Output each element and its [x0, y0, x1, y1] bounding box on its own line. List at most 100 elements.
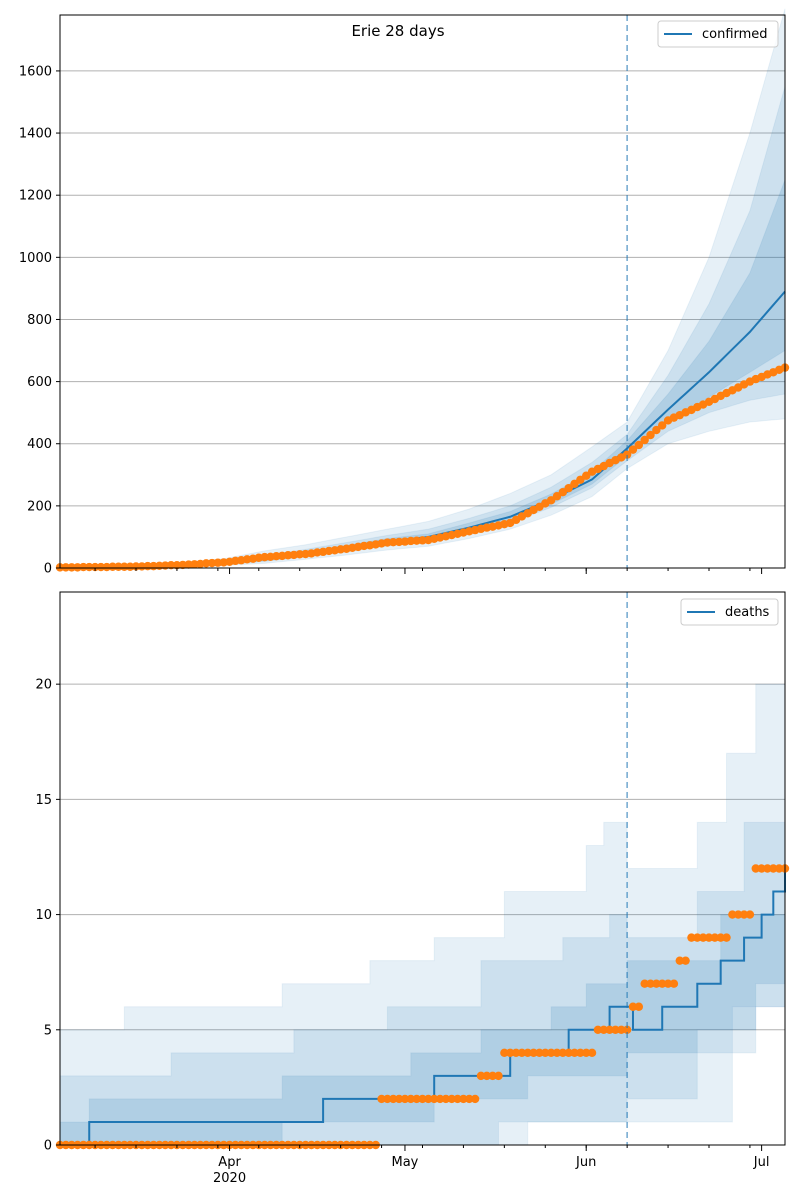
- confirmed-observed-point: 2020-06-09: 381: [628, 445, 638, 454]
- confirmed-observed-point: 2020-05-31: 284: [576, 475, 585, 484]
- deaths-y-tick-label: 20: [35, 678, 52, 693]
- deaths-observed-point: 2020-05-31: 4: [576, 1048, 585, 1058]
- confirmed-legend-label: confirmed: [702, 27, 768, 42]
- deaths-observed-point: 2020-06-05: 5: [605, 1025, 614, 1034]
- deaths-series: [60, 868, 786, 1146]
- confirmed-observed-point: 2020-06-11: 412: [640, 435, 649, 445]
- deaths-observed-point: 2020-07-03: 12: [769, 864, 778, 873]
- confirmed-gridlines: [60, 70, 785, 507]
- deaths-model-line: [60, 868, 786, 1146]
- deaths-observed-point: 2020-07-02: 12: [763, 864, 772, 873]
- confirmed-observed-point: 2020-03-22: 9: [166, 561, 176, 570]
- deaths-x-tick-label: Apr: [218, 1155, 241, 1170]
- deaths-observed-point: 2020-05-05: 2: [424, 1094, 433, 1104]
- deaths-observed-point: 2020-05-06: 2: [429, 1094, 439, 1104]
- deaths-observed-point: 2020-05-08: 2: [441, 1094, 451, 1104]
- confirmed-observed-point: 2020-06-14: 459: [658, 421, 667, 430]
- deaths-observed-point: 2020-06-06: 5: [611, 1025, 620, 1034]
- deaths-observed-point: 2020-06-22: 9: [704, 933, 714, 942]
- confirmed-y-axis: 0 200 400 600 800 1000 1200 1400 1600: [19, 64, 60, 577]
- deaths-observed-point: 2020-06-09: 6: [628, 1002, 638, 1011]
- deaths-observed-point: 2020-07-01: 12: [757, 864, 766, 873]
- deaths-observed-point: 2020-04-27: 2: [377, 1094, 386, 1104]
- confirmed-observed-point: 2020-03-14: 4: [120, 562, 129, 571]
- deaths-observed-point: 2020-05-19: 4: [506, 1048, 515, 1058]
- confirmed-observed-point: 2020-03-12: 4: [108, 562, 117, 571]
- confirmed-y-tick-label: 1400: [19, 127, 52, 142]
- confirmed-observed-points: 2020-03-03: 22020-03-04: 22020-03-05: 22…: [55, 363, 790, 572]
- deaths-observed-point: 2020-06-18: 8: [681, 956, 690, 965]
- confirmed-observed-point: 2020-03-09: 3: [90, 562, 100, 572]
- deaths-observed-point: 2020-05-20: 4: [511, 1048, 521, 1058]
- confirmed-observed-point: 2020-05-29: 257: [564, 483, 573, 493]
- deaths-legend-label: deaths: [725, 605, 770, 620]
- deaths-observed-point: 2020-06-24: 9: [716, 933, 725, 942]
- confirmed-observed-point: 2020-06-01: 297: [582, 471, 591, 480]
- deaths-observed-point: 2020-06-28: 10: [739, 910, 749, 919]
- confirmed-observed-point: 2020-05-27: 231: [552, 492, 562, 501]
- deaths-observed-point: 2020-05-17: 3: [494, 1071, 503, 1081]
- deaths-observed-point: 2020-05-09: 2: [447, 1094, 456, 1104]
- deaths-observed-point: 2020-06-15: 7: [663, 979, 673, 988]
- deaths-observed-point: 2020-06-11: 7: [640, 979, 649, 988]
- deaths-observed-point: 2020-05-07: 2: [435, 1094, 445, 1104]
- confirmed-y-tick-label: 1600: [19, 64, 52, 79]
- deaths-observed-point: 2020-06-10: 6: [634, 1002, 644, 1011]
- deaths-observed-point: 2020-05-12: 2: [465, 1094, 474, 1104]
- deaths-y-tick-label: 5: [44, 1023, 52, 1038]
- confirmed-y-tick-label: 1200: [19, 189, 52, 204]
- deaths-observed-point: 2020-06-20: 9: [693, 933, 702, 942]
- deaths-observed-point: 2020-05-01: 2: [400, 1094, 410, 1104]
- deaths-observed-point: 2020-05-22: 4: [523, 1048, 532, 1058]
- confirmed-observed-point: 2020-03-04: 2: [61, 563, 71, 572]
- deaths-observed-point: 2020-05-11: 2: [459, 1094, 468, 1104]
- deaths-x-tick-label: Jul: [753, 1155, 770, 1170]
- deaths-observed-point: 2020-06-12: 7: [646, 979, 655, 988]
- deaths-observed-point: 2020-05-18: 4: [500, 1048, 509, 1058]
- confirmed-y-tick-label: 600: [27, 375, 52, 390]
- deaths-observed-point: 2020-06-21: 9: [698, 933, 708, 942]
- confirmed-observed-point: 2020-03-10: 3: [96, 562, 106, 572]
- deaths-observed-point: 2020-06-27: 10: [734, 910, 743, 919]
- deaths-observed-point: 2020-06-16: 7: [669, 979, 679, 988]
- deaths-observed-point: 2020-06-30: 12: [751, 864, 760, 873]
- confirmed-legend[interactable]: confirmed: [657, 20, 779, 48]
- confirmed-observed-point: 2020-03-13: 4: [114, 562, 123, 571]
- confirmed-observed-point: 2020-05-30: 271: [570, 479, 579, 489]
- deaths-observed-point: 2020-05-25: 4: [541, 1048, 550, 1058]
- deaths-legend[interactable]: deaths: [680, 598, 779, 626]
- deaths-observed-point: 2020-06-01: 4: [582, 1048, 591, 1058]
- confirmed-observed-point: 2020-05-26: 218: [546, 496, 556, 505]
- deaths-observed-point: 2020-06-17: 8: [675, 956, 684, 965]
- deaths-observed-point: 2020-06-19: 9: [687, 933, 696, 942]
- deaths-observed-point: 2020-05-03: 2: [412, 1094, 421, 1104]
- confirmed-observed-point: 2020-03-05: 2: [67, 563, 76, 572]
- confirmed-observed-point: 2020-03-16: 5: [131, 562, 141, 571]
- confirmed-y-tick-label: 0: [44, 562, 52, 577]
- deaths-observed-point: 2020-05-16: 3: [488, 1071, 497, 1081]
- deaths-observed-point: 2020-05-27: 4: [552, 1048, 562, 1058]
- confirmed-y-tick-label: 400: [27, 437, 52, 452]
- deaths-observed-point: 2020-06-29: 10: [745, 910, 755, 919]
- confirmed-observed-point: 2020-03-07: 3: [79, 562, 88, 572]
- deaths-observed-point: 2020-05-14: 3: [476, 1071, 486, 1081]
- deaths-observed-point: 2020-06-02: 4: [587, 1048, 597, 1058]
- confirmed-observed-point: 2020-06-08: 365: [622, 450, 632, 459]
- deaths-observed-point: 2020-07-04: 12: [774, 864, 784, 873]
- deaths-observed-point: 2020-05-24: 4: [535, 1048, 544, 1058]
- deaths-observed-point: 2020-05-28: 4: [558, 1048, 568, 1058]
- deaths-observed-point: 2020-05-26: 4: [546, 1048, 556, 1058]
- deaths-observed-point: 2020-05-29: 4: [564, 1048, 573, 1058]
- deaths-observed-point: 2020-05-30: 4: [570, 1048, 579, 1058]
- deaths-y-tick-label: 15: [35, 793, 52, 808]
- deaths-observed-point: 2020-05-04: 2: [418, 1094, 427, 1104]
- deaths-observed-point: 2020-05-13: 2: [470, 1094, 480, 1104]
- confirmed-y-tick-label: 200: [27, 499, 52, 514]
- chart-title: Erie 28 days: [351, 22, 444, 40]
- confirmed-observed-point: 2020-06-12: 428: [646, 430, 655, 440]
- deaths-observed-point: 2020-04-30: 2: [394, 1094, 404, 1104]
- deaths-observed-point: 2020-06-14: 7: [658, 979, 667, 988]
- confirmed-y-tick-label: 1000: [19, 251, 52, 266]
